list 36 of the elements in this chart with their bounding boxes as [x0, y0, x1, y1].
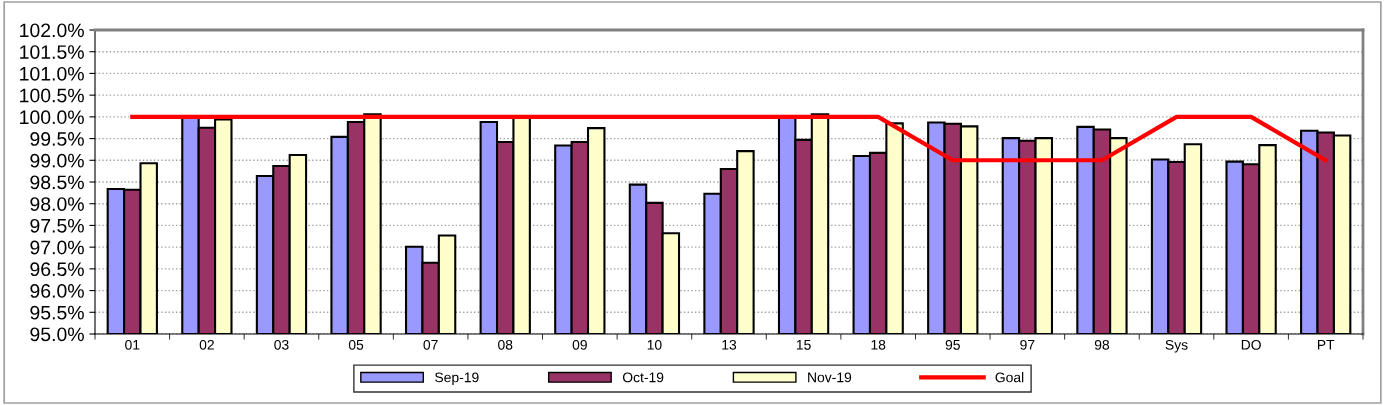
y-tick-label: 96.5% — [30, 262, 84, 277]
x-tick-label: PT — [1317, 340, 1335, 350]
x-tick-label: 13 — [722, 339, 737, 350]
x-tick-label: 97 — [1020, 339, 1035, 350]
x-tick-label: 15 — [796, 340, 811, 350]
y-tick-label: 96.0% — [30, 284, 84, 298]
y-tick-label: 97.5% — [30, 218, 84, 233]
legend-label: Nov-19 — [808, 372, 852, 383]
legend-label: Sep-19 — [435, 372, 479, 386]
x-tick-label: 09 — [572, 339, 587, 350]
y-tick-label: 100.5% — [20, 88, 84, 103]
y-tick-label: 101.5% — [20, 45, 84, 59]
y-tick-label: 100.0% — [20, 110, 84, 125]
x-tick-label: 05 — [348, 339, 364, 350]
x-tick-label: Sys — [1165, 339, 1188, 353]
x-tick-label: 10 — [647, 339, 662, 350]
y-tick-label: 98.5% — [30, 175, 84, 190]
x-tick-label: 03 — [274, 339, 289, 350]
legend-label: Oct-19 — [622, 372, 664, 383]
x-tick-label: 95 — [945, 339, 960, 350]
x-tick-label: 18 — [871, 339, 886, 350]
y-tick-label: 97.0% — [30, 240, 84, 255]
legend-label: Goal — [995, 372, 1024, 383]
x-tick-label: 07 — [423, 339, 438, 350]
x-tick-label: 01 — [125, 339, 140, 350]
y-tick-label: 99.5% — [30, 132, 84, 146]
x-tick-label: 02 — [199, 339, 214, 350]
x-tick-label: 08 — [498, 339, 513, 350]
y-tick-label: 99.0% — [30, 153, 84, 168]
y-tick-label: 95.5% — [30, 305, 84, 320]
x-tick-label: 98 — [1094, 339, 1110, 350]
y-tick-label: 95.0% — [30, 327, 84, 342]
y-tick-label: 101.0% — [20, 66, 84, 81]
y-tick-label: 102.0% — [20, 23, 84, 38]
x-tick-label: DO — [1241, 339, 1261, 350]
y-tick-label: 98.0% — [30, 197, 84, 211]
